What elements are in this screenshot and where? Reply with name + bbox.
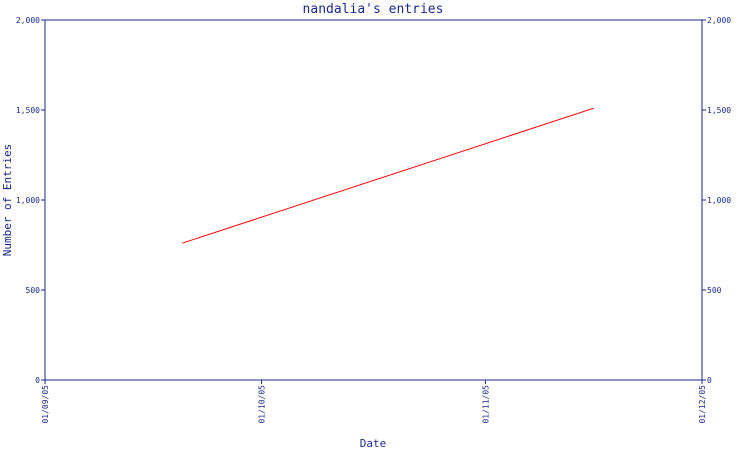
plot-frame bbox=[44, 19, 703, 381]
y-axis-left: 0 500 1,000 1,500 2,000 bbox=[16, 16, 45, 385]
x-tick-label: 01/12/05 bbox=[698, 385, 707, 424]
series-line bbox=[182, 107, 594, 244]
y-tick-label-left: 1,500 bbox=[16, 106, 40, 115]
x-tick-label: 01/11/05 bbox=[481, 385, 490, 424]
chart-title: nandalia's entries bbox=[303, 2, 444, 17]
y-tick-label-right: 500 bbox=[707, 286, 722, 295]
y-tick-label-left: 500 bbox=[26, 286, 41, 295]
x-axis: 01/09/05 01/10/05 01/11/05 01/12/05 bbox=[41, 380, 707, 424]
y-tick-label-right: 1,500 bbox=[707, 106, 731, 115]
y-tick-label-left: 2,000 bbox=[16, 16, 40, 25]
x-tick-label: 01/10/05 bbox=[258, 385, 267, 424]
y-tick-label-left: 0 bbox=[35, 376, 40, 385]
series-group bbox=[182, 107, 594, 244]
y-tick-label-right: 1,000 bbox=[707, 196, 731, 205]
y-axis-label: Number of Entries bbox=[1, 144, 14, 257]
y-axis-right: 0 500 1,000 1,500 2,000 bbox=[702, 16, 731, 385]
y-tick-label-right: 2,000 bbox=[707, 16, 731, 25]
x-axis-label: Date bbox=[360, 437, 387, 450]
x-tick-label: 01/09/05 bbox=[41, 385, 50, 424]
y-tick-label-right: 0 bbox=[707, 376, 712, 385]
y-tick-label-left: 1,000 bbox=[16, 196, 40, 205]
